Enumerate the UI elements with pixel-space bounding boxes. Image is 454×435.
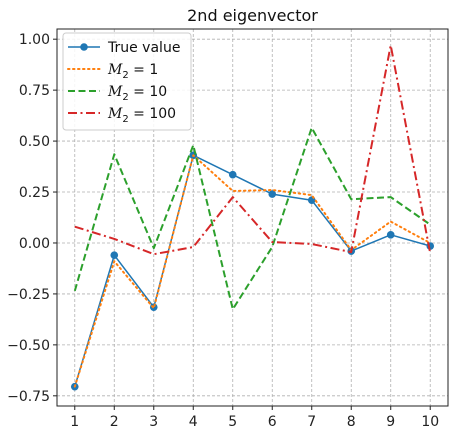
x-tick-label: 3 — [149, 414, 158, 430]
data-point — [268, 190, 277, 198]
legend-label-part: = 100 — [129, 106, 176, 122]
y-tick-label: −0.75 — [7, 389, 50, 405]
x-tick-label: 5 — [228, 414, 237, 430]
y-tick-label: 1.00 — [19, 32, 50, 48]
legend-label-part: 2 — [122, 114, 128, 125]
series-line — [74, 154, 431, 387]
legend-box — [62, 32, 192, 131]
legend-label-part: True value — [107, 40, 180, 56]
x-tick-label: 8 — [347, 414, 356, 430]
x-tick-label: 4 — [189, 414, 198, 430]
series-1 — [73, 154, 432, 388]
chart-title: 2nd eigenvector — [187, 6, 318, 25]
legend-label: True value — [107, 40, 180, 56]
legend-label-part: = 1 — [129, 62, 159, 78]
series-0 — [70, 151, 435, 391]
y-tick-label: −0.25 — [7, 287, 50, 303]
series-line — [73, 126, 431, 311]
legend-label-part: M — [107, 106, 123, 122]
x-tick-label: 6 — [268, 414, 277, 430]
series-layer — [70, 44, 435, 391]
plot-frame — [56, 28, 449, 407]
y-tick-label: 0.00 — [19, 236, 50, 252]
y-tick-label: −0.50 — [7, 338, 50, 354]
x-tick-label: 1 — [70, 414, 79, 430]
legend-marker — [80, 43, 88, 51]
x-tick-label: 2 — [110, 414, 119, 430]
x-tick-label: 7 — [307, 414, 316, 430]
legend-label: M2 = 100 — [107, 106, 176, 125]
series-3 — [74, 44, 432, 256]
legend-label: M2 = 1 — [107, 62, 158, 81]
legend-label-part: 2 — [122, 70, 128, 81]
x-tick-label: 9 — [386, 414, 395, 430]
axes-ticks: 1 2 3 4 5 6 7 8 9 10 −0.75 −0.50 −0.25 0.00 0.25 0.50 0.… — [7, 32, 439, 430]
legend-label: M2 = 10 — [107, 84, 167, 103]
y-tick-label: 0.75 — [19, 83, 50, 99]
series-line — [73, 154, 432, 388]
legend-label-part: M — [107, 84, 123, 100]
legend-label-part: 2 — [122, 92, 128, 103]
data-point — [110, 251, 119, 259]
legend-label-part: = 10 — [129, 84, 167, 100]
x-tick-label: 10 — [421, 414, 439, 430]
series-line — [74, 44, 432, 256]
y-tick-label: 0.25 — [19, 185, 50, 201]
legend-label-part: M — [107, 62, 123, 78]
y-tick-label: 0.50 — [19, 134, 50, 150]
data-point — [228, 170, 237, 179]
data-point — [386, 231, 395, 239]
series-2 — [73, 126, 431, 311]
